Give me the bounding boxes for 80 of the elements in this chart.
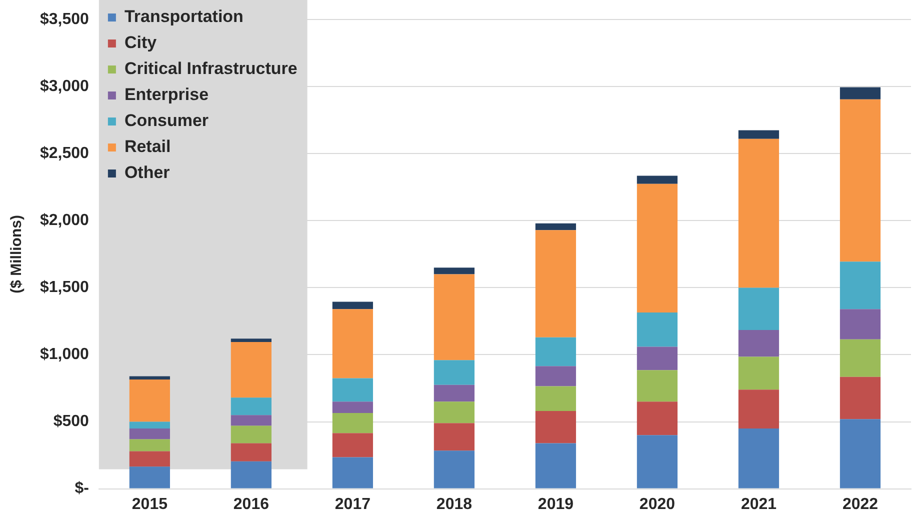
- bar: [230, 443, 272, 462]
- legend-label: Enterprise: [124, 85, 209, 104]
- y-tick-label: $3,500: [40, 11, 90, 28]
- bar: [636, 346, 678, 370]
- bar: [535, 443, 576, 488]
- bar: [230, 398, 272, 416]
- bar: [738, 130, 780, 139]
- bar: [738, 288, 780, 330]
- bar: [636, 370, 678, 402]
- bar: [738, 138, 780, 288]
- y-tick-label: $2,000: [40, 212, 90, 230]
- bar: [129, 451, 170, 467]
- bar: [535, 411, 576, 444]
- bar: [840, 339, 881, 377]
- bar: [535, 386, 576, 412]
- bar: [332, 378, 374, 402]
- bar: [332, 402, 374, 414]
- bar: [636, 184, 678, 313]
- bar: [840, 419, 881, 488]
- legend-label: City: [124, 33, 158, 52]
- x-tick-label: 2019: [538, 496, 574, 513]
- bar: [738, 390, 780, 428]
- bar: [636, 176, 678, 184]
- bar: [434, 423, 475, 451]
- y-tick-label: $1,500: [40, 279, 90, 296]
- bar: [636, 402, 678, 436]
- bar: [332, 433, 374, 458]
- x-tick-label: 2021: [740, 496, 777, 513]
- bar: [535, 223, 576, 230]
- bar: [129, 376, 170, 380]
- x-tick-label: 2022: [842, 496, 878, 513]
- bar: [738, 356, 780, 390]
- bar: [535, 337, 576, 366]
- x-tick-label: 2020: [639, 496, 676, 513]
- bar: [840, 376, 881, 420]
- bar: [535, 366, 576, 386]
- x-tick-label: 2015: [132, 496, 168, 513]
- bar: [129, 466, 170, 488]
- bar: [434, 384, 475, 402]
- bar: [230, 342, 272, 398]
- bar: [129, 439, 170, 452]
- bar: [434, 402, 475, 424]
- bar: [738, 428, 780, 488]
- bar: [434, 274, 475, 360]
- bar: [535, 230, 576, 338]
- bar: [129, 380, 170, 422]
- bar: [434, 268, 475, 274]
- bar: [230, 426, 272, 444]
- bar: [840, 99, 881, 262]
- bar: [129, 428, 170, 440]
- y-tick-label: $-: [74, 480, 89, 498]
- bar: [129, 422, 170, 428]
- x-tick-label: 2018: [436, 496, 472, 513]
- bar: [332, 413, 374, 434]
- legend-label: Consumer: [124, 111, 209, 130]
- legend-label: Transportation: [124, 7, 244, 26]
- bar: [840, 87, 881, 100]
- y-axis-title: ($ Millions): [8, 215, 26, 294]
- bar: [840, 262, 881, 310]
- legend-label: Other: [124, 163, 170, 182]
- x-tick-label: 2016: [233, 496, 270, 513]
- bar: [636, 312, 678, 347]
- y-tick-label: $2,500: [40, 145, 90, 162]
- bar: [332, 302, 374, 310]
- bar: [332, 457, 374, 488]
- bar: [840, 309, 881, 340]
- bar: [230, 415, 272, 426]
- y-tick-label: $3,000: [40, 78, 90, 96]
- legend-label: Retail: [124, 137, 171, 156]
- legend-label: Critical Infrastructure: [124, 59, 298, 78]
- bar: [434, 450, 475, 488]
- y-tick-label: $500: [53, 413, 90, 430]
- bar: [230, 461, 272, 488]
- x-tick-label: 2017: [334, 496, 371, 513]
- bar: [636, 435, 678, 488]
- bar: [230, 338, 272, 342]
- bar: [738, 330, 780, 357]
- bar: [332, 309, 374, 378]
- y-tick-label: $1,000: [40, 346, 90, 364]
- bar: [434, 360, 475, 385]
